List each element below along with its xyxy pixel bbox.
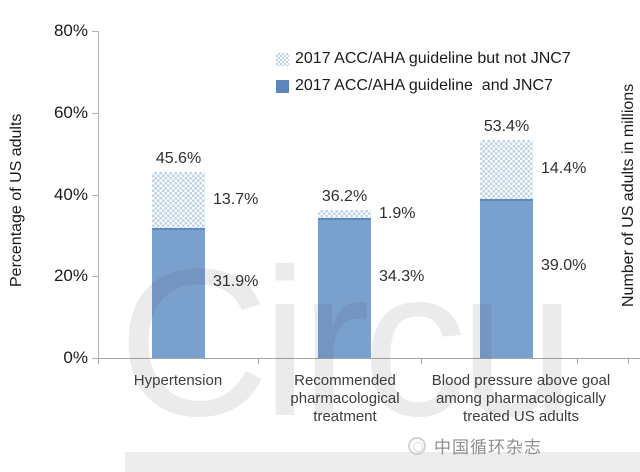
bar-total-label: 36.2% [321, 188, 368, 206]
y-tick-mark [92, 31, 98, 32]
legend-label: 2017 ACC/AHA guideline and JNC7 [295, 77, 553, 94]
journal-name: 中国循环杂志 [434, 438, 542, 457]
x-category-label: Recommended pharmacological treatment [290, 372, 400, 425]
x-tick-mark [628, 359, 629, 364]
bar-segment-and-jnc7 [152, 227, 205, 358]
y-tick-label: 60% [53, 102, 88, 122]
x-tick-mark [421, 359, 422, 364]
y-axis-title-right: Number of US adults in millions [620, 83, 637, 307]
bar-segment-not-jnc7 [152, 171, 205, 228]
legend-item-not-jnc7: 2017 ACC/AHA guideline but not JNC7 [276, 50, 571, 68]
bar-segment-and-jnc7 [480, 198, 533, 358]
y-axis-line [98, 31, 99, 358]
y-tick-label: 0% [63, 348, 88, 367]
y-tick-mark [92, 112, 98, 114]
segment-label-not-jnc7: 14.4% [541, 160, 587, 178]
segment-label-not-jnc7: 1.9% [379, 204, 416, 222]
dotted-swatch-icon [276, 52, 289, 66]
bar-total-label: 53.4% [483, 117, 530, 135]
solid-swatch-icon [276, 79, 289, 93]
legend: 2017 ACC/AHA guideline but not JNC7 2017… [276, 50, 571, 104]
bar-segment-not-jnc7 [318, 210, 371, 218]
legend-label: 2017 ACC/AHA guideline but not JNC7 [295, 50, 571, 67]
segment-label-and-jnc7: 34.3% [379, 267, 425, 285]
x-category-label: Blood pressure above goal among pharmacol… [431, 372, 611, 425]
y-tick-label: 20% [53, 266, 88, 286]
segment-label-and-jnc7: 31.9% [213, 273, 259, 291]
segment-label-and-jnc7: 39.0% [541, 256, 587, 274]
y-tick-mark [92, 276, 98, 278]
x-axis-line [92, 358, 640, 359]
x-tick-mark [98, 359, 99, 364]
journal-logo-icon [408, 436, 426, 455]
y-tick-mark [92, 358, 98, 359]
y-tick-label: 40% [53, 184, 88, 204]
y-tick-mark [92, 194, 98, 196]
bar-total-label: 45.6% [155, 149, 202, 167]
journal-credit: 中国循环杂志 [408, 433, 542, 458]
footer-band [125, 452, 640, 472]
bar-segment-and-jnc7 [318, 217, 371, 358]
y-tick-label: 80% [53, 21, 88, 40]
x-category-label: Hypertension [133, 372, 223, 389]
x-tick-mark [258, 359, 259, 364]
x-tick-mark [577, 359, 578, 364]
y-axis-title-left: Percentage of US adults [8, 113, 25, 287]
bar-segment-not-jnc7 [480, 139, 533, 199]
segment-label-not-jnc7: 13.7% [213, 190, 259, 208]
legend-item-and-jnc7: 2017 ACC/AHA guideline and JNC7 [276, 77, 571, 95]
